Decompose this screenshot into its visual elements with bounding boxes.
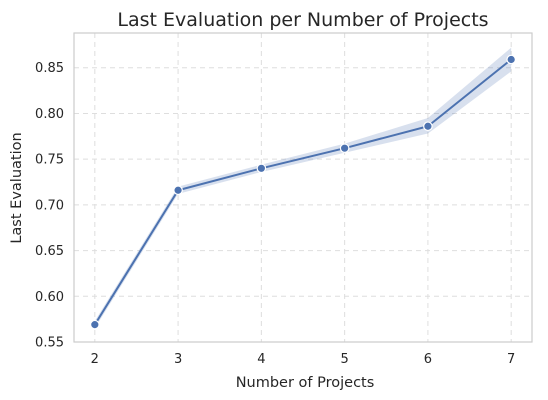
plot-frame [73, 32, 533, 343]
data-points-layer [90, 54, 516, 330]
x-tick-label: 4 [257, 352, 265, 367]
y-tick-label: 0.80 [35, 107, 64, 122]
y-tick-label: 0.70 [35, 198, 64, 213]
y-tick-labels: 0.55 0.60 0.65 0.70 0.75 0.80 0.85 [35, 61, 64, 350]
confidence-band [94, 47, 512, 329]
x-tick-label: 5 [340, 352, 348, 367]
y-tick-label: 0.55 [35, 336, 64, 351]
data-point [423, 121, 433, 132]
data-point [506, 54, 516, 65]
y-tick-label: 0.85 [35, 61, 64, 76]
confidence-band-layer [94, 47, 512, 329]
x-tick-labels: 2 3 4 5 6 7 [91, 352, 516, 367]
x-tick-label: 3 [174, 352, 182, 367]
x-tick-label: 7 [507, 352, 515, 367]
x-tick-label: 6 [424, 352, 432, 367]
y-tick-label: 0.65 [35, 244, 64, 259]
y-tick-label: 0.60 [35, 290, 64, 305]
y-axis-label: Last Evaluation [9, 132, 25, 243]
data-point [173, 185, 183, 196]
series-line [93, 58, 512, 326]
chart-title: Last Evaluation per Number of Projects [117, 9, 488, 31]
data-point [339, 143, 350, 153]
grid-lines [74, 33, 532, 343]
series-line-layer [93, 58, 512, 326]
data-point [90, 319, 100, 330]
y-tick-label: 0.75 [35, 153, 64, 168]
x-tick-label: 2 [91, 352, 99, 367]
data-point [256, 163, 267, 174]
x-axis-label: Number of Projects [236, 375, 375, 391]
